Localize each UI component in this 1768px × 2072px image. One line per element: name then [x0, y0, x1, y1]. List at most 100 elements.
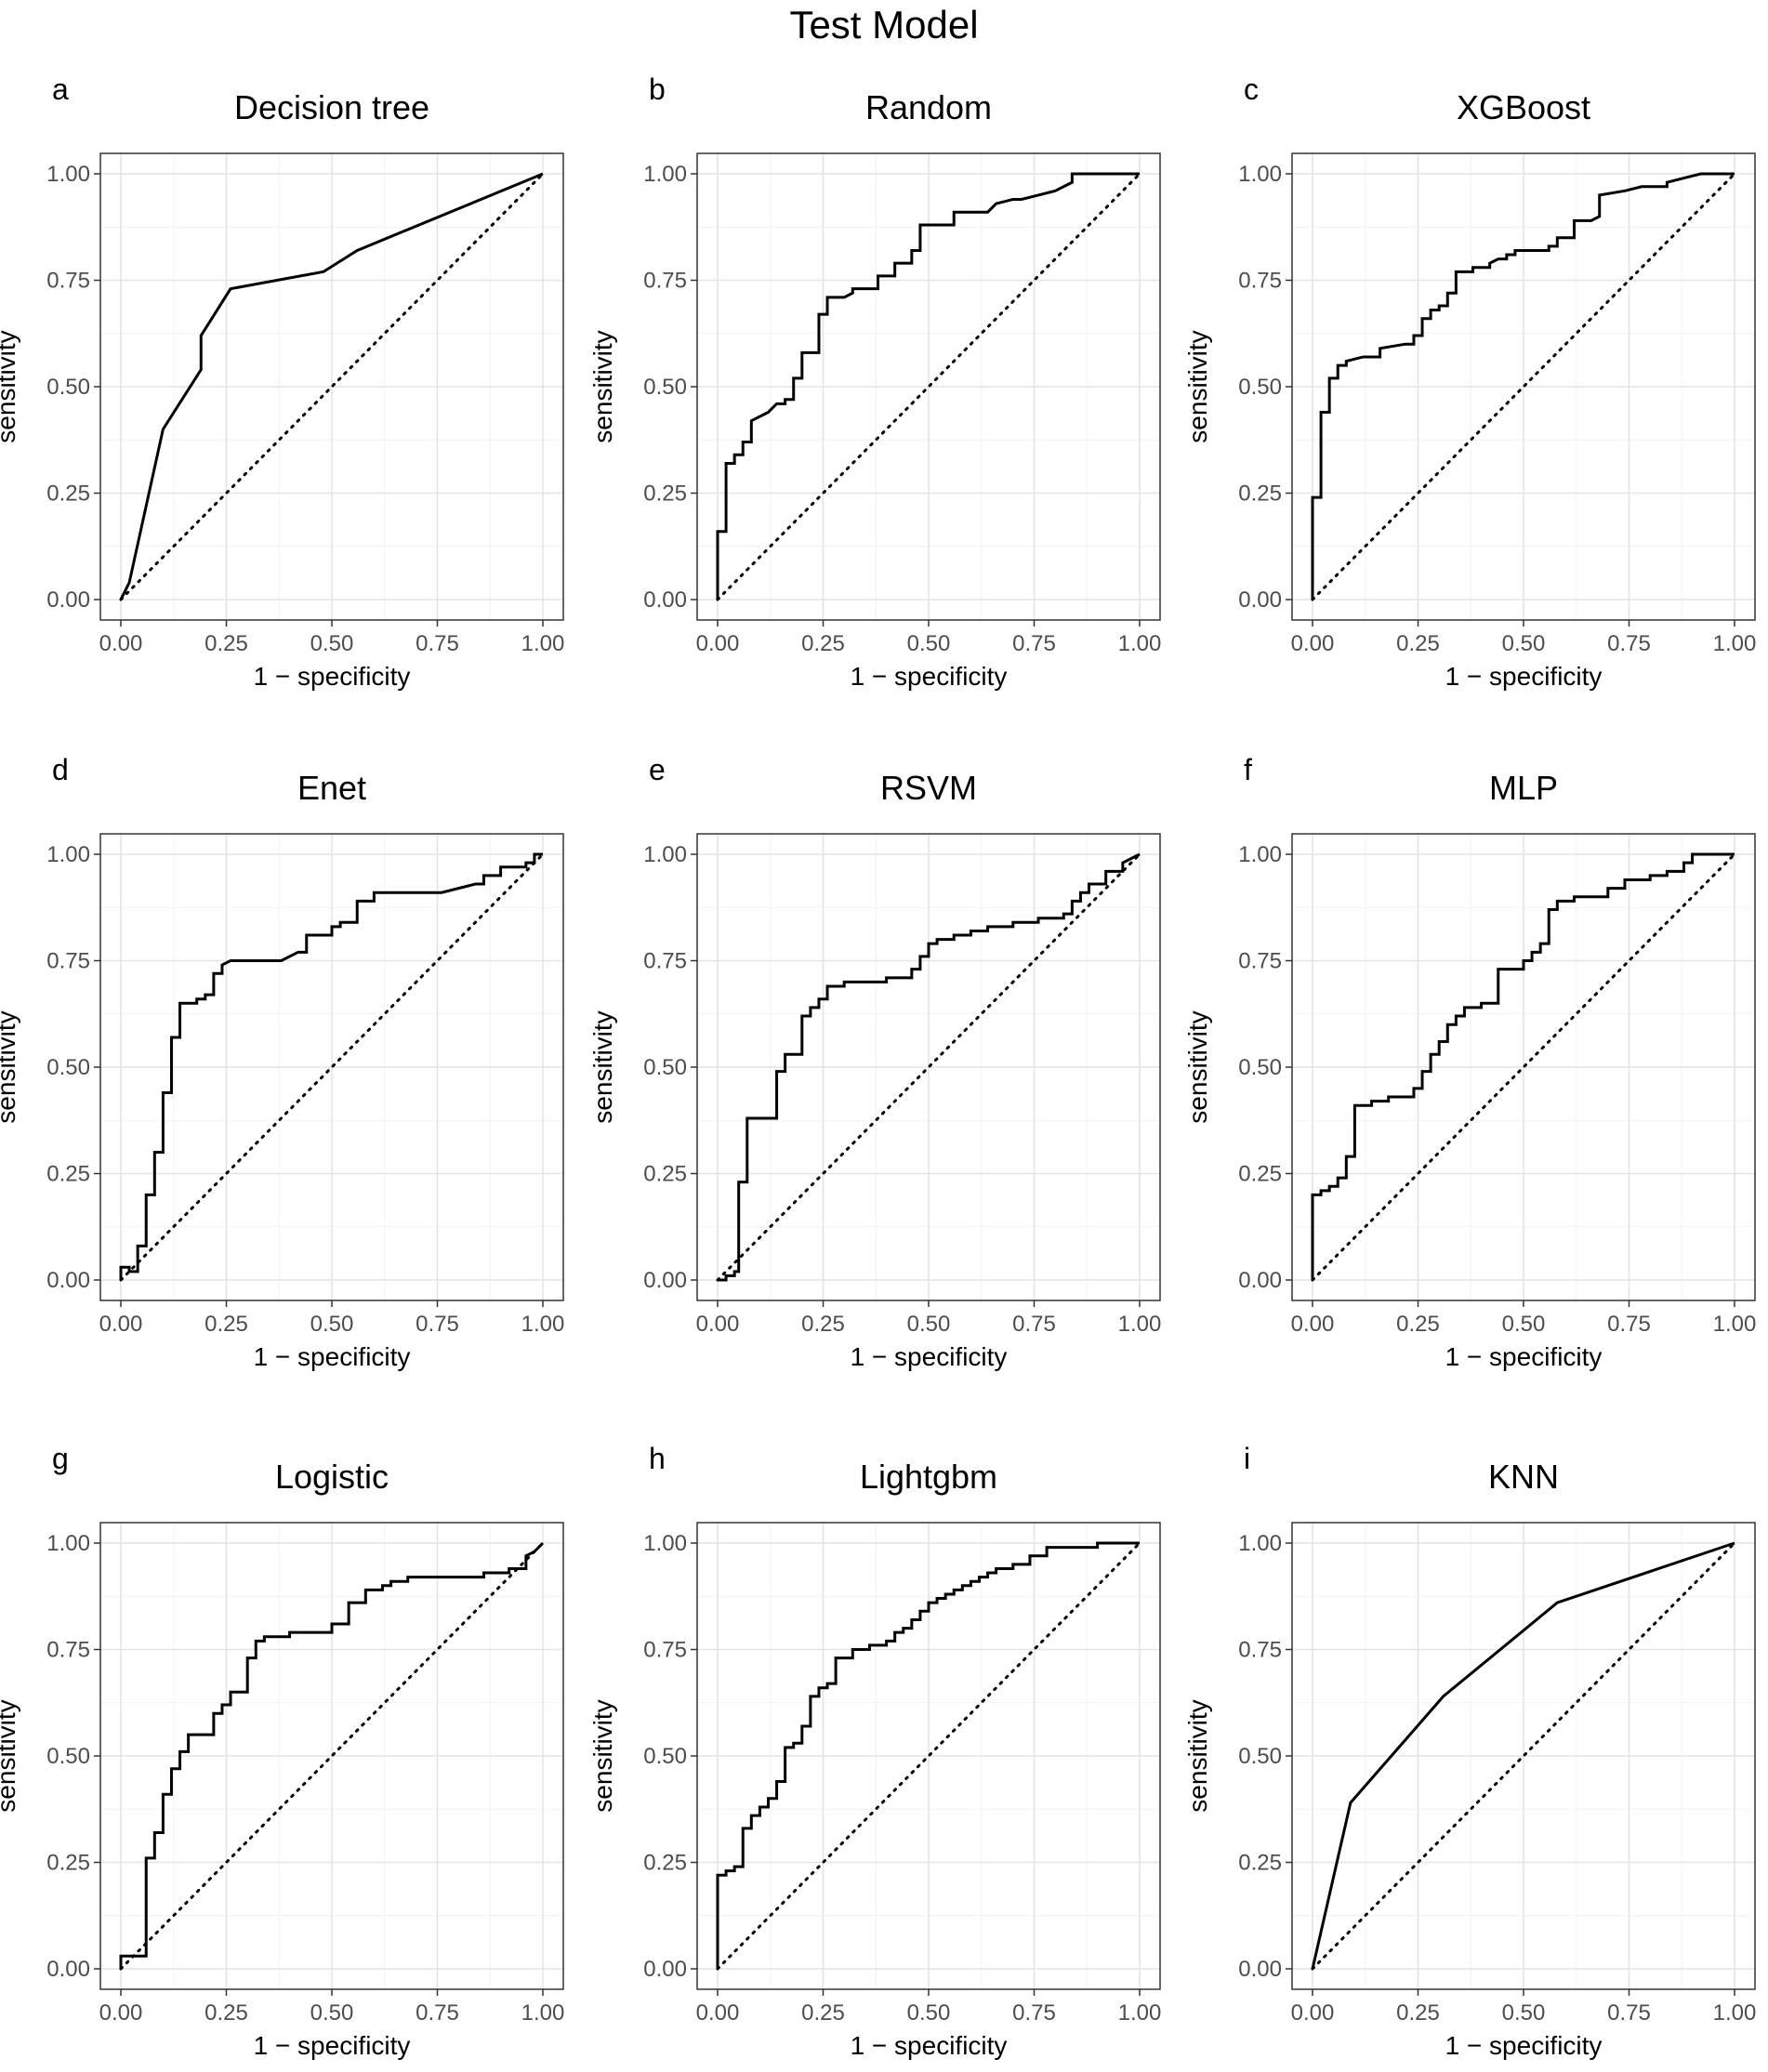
- panel-f: 0.00 0.00 0.25 0.25 0.50 0.50 0.75 0.75 1.00 1.00…: [1183, 753, 1756, 1371]
- y-tick-label: 0.00: [1238, 587, 1282, 613]
- panel-title: Decision tree: [234, 88, 429, 126]
- x-tick-label: 0.75: [1607, 631, 1651, 656]
- panel-letter: g: [52, 1442, 69, 1475]
- roc-curve: [1311, 852, 1735, 1280]
- x-tick-label: 0.00: [99, 1312, 143, 1337]
- x-tick-label: 0.75: [416, 2000, 459, 2026]
- x-tick-label: 0.00: [696, 1312, 740, 1337]
- x-tick-label: 0.50: [907, 631, 951, 656]
- panel-letter: c: [1244, 73, 1259, 106]
- x-tick-label: 1.00: [1713, 2000, 1757, 2026]
- x-tick-label: 1.00: [1118, 2000, 1162, 2026]
- y-axis-title: sensitivity: [1183, 330, 1212, 442]
- plot-frame: [99, 152, 564, 621]
- x-tick-label: 0.75: [1012, 2000, 1056, 2026]
- y-tick-label: 0.00: [1238, 1268, 1282, 1293]
- y-axis-title: sensitivity: [1183, 1010, 1212, 1123]
- y-tick-label: 0.25: [643, 1162, 687, 1187]
- x-tick-label: 0.00: [696, 631, 740, 656]
- y-tick-label: 1.00: [643, 162, 687, 187]
- chance-diagonal: [716, 172, 1141, 601]
- y-tick-label: 0.75: [643, 949, 687, 974]
- x-tick-label: 0.50: [1502, 1312, 1546, 1337]
- x-tick-label: 0.75: [1012, 631, 1056, 656]
- x-tick-label: 0.25: [801, 631, 845, 656]
- y-axis-title: sensitivity: [588, 330, 617, 442]
- x-tick-label: 0.50: [907, 2000, 951, 2026]
- y-tick-label: 1.00: [643, 842, 687, 867]
- x-tick-label: 1.00: [521, 2000, 565, 2026]
- x-tick-label: 0.25: [1396, 2000, 1440, 2026]
- x-axis-title: 1 − specificity: [254, 662, 411, 691]
- panel-letter: e: [649, 753, 666, 786]
- panel-title: Lightgbm: [860, 1458, 997, 1496]
- chance-diagonal: [716, 852, 1141, 1282]
- x-tick-label: 1.00: [521, 631, 565, 656]
- y-tick-label: 0.00: [643, 587, 687, 613]
- y-tick-label: 0.75: [1238, 269, 1282, 294]
- panel-i: 0.00 0.00 0.25 0.25 0.50 0.50 0.75 0.75 1.00 1.00…: [1183, 1442, 1756, 2060]
- panel-e: 0.00 0.00 0.25 0.25 0.50 0.50 0.75 0.75 1.00 1.00…: [588, 753, 1161, 1371]
- y-axis-title: sensitivity: [588, 1010, 617, 1123]
- plot-frame: [1291, 152, 1756, 621]
- panel-letter: d: [52, 753, 69, 786]
- x-tick-label: 1.00: [1713, 1312, 1757, 1337]
- y-tick-label: 0.50: [46, 1744, 90, 1769]
- panel-a: 0.00 0.00 0.25 0.25 0.50 0.50 0.75 0.75 1.00 1.00…: [0, 73, 564, 691]
- x-tick-label: 0.50: [1502, 2000, 1546, 2026]
- roc-curve: [718, 852, 1141, 1282]
- y-tick-label: 0.75: [1238, 1638, 1282, 1663]
- y-tick-label: 0.75: [643, 269, 687, 294]
- y-tick-label: 0.75: [643, 1638, 687, 1663]
- chance-diagonal: [119, 1541, 545, 1971]
- x-axis-title: 1 − specificity: [851, 2031, 1008, 2060]
- y-tick-label: 0.25: [1238, 1162, 1282, 1187]
- x-tick-label: 0.25: [205, 1312, 248, 1337]
- x-axis-title: 1 − specificity: [1445, 1342, 1603, 1371]
- y-tick-label: 0.00: [46, 1268, 90, 1293]
- x-tick-label: 0.25: [205, 631, 248, 656]
- x-tick-label: 1.00: [1713, 631, 1757, 656]
- y-tick-label: 0.00: [46, 587, 90, 613]
- x-tick-label: 0.50: [907, 1312, 951, 1337]
- y-tick-label: 0.50: [643, 1055, 687, 1080]
- panel-h: 0.00 0.00 0.25 0.25 0.50 0.50 0.75 0.75 1.00 1.00…: [588, 1442, 1161, 2060]
- panel-title: Logistic: [275, 1458, 389, 1496]
- x-tick-label: 0.00: [1291, 631, 1335, 656]
- y-tick-label: 1.00: [46, 1531, 90, 1556]
- x-axis-title: 1 − specificity: [254, 2031, 411, 2060]
- y-tick-label: 0.00: [643, 1268, 687, 1293]
- panel-title: KNN: [1488, 1458, 1559, 1496]
- plot-frame: [696, 1522, 1161, 1990]
- chance-diagonal: [1311, 852, 1736, 1282]
- y-tick-label: 0.25: [643, 1851, 687, 1876]
- y-tick-label: 1.00: [1238, 162, 1282, 187]
- roc-curve: [119, 852, 543, 1280]
- chance-diagonal: [1311, 172, 1736, 601]
- y-axis-title: sensitivity: [1183, 1699, 1212, 1812]
- y-tick-label: 0.75: [46, 949, 90, 974]
- x-axis-title: 1 − specificity: [254, 1342, 411, 1371]
- figure-title: Test Model: [789, 3, 979, 46]
- panel-d: 0.00 0.00 0.25 0.25 0.50 0.50 0.75 0.75 1.00 1.00…: [0, 753, 564, 1371]
- x-tick-label: 0.75: [1607, 2000, 1651, 2026]
- y-tick-label: 0.50: [1238, 1055, 1282, 1080]
- x-tick-label: 0.00: [99, 631, 143, 656]
- chance-diagonal: [1311, 1541, 1736, 1971]
- y-axis-title: sensitivity: [0, 1010, 20, 1123]
- y-tick-label: 0.25: [1238, 1851, 1282, 1876]
- plot-frame: [99, 1522, 564, 1990]
- y-tick-label: 1.00: [46, 162, 90, 187]
- roc-curve: [1311, 1541, 1735, 1970]
- roc-curve: [1311, 172, 1735, 600]
- y-tick-label: 0.75: [46, 269, 90, 294]
- panel-letter: i: [1244, 1442, 1250, 1475]
- x-tick-label: 0.00: [696, 2000, 740, 2026]
- y-tick-label: 0.00: [46, 1957, 90, 1982]
- x-axis-title: 1 − specificity: [1445, 2031, 1603, 2060]
- panel-g: 0.00 0.00 0.25 0.25 0.50 0.50 0.75 0.75 1.00 1.00…: [0, 1442, 564, 2060]
- panel-title: XGBoost: [1457, 88, 1590, 126]
- roc-curve: [716, 1541, 1140, 1969]
- y-tick-label: 0.75: [46, 1638, 90, 1663]
- panel-title: MLP: [1489, 769, 1558, 807]
